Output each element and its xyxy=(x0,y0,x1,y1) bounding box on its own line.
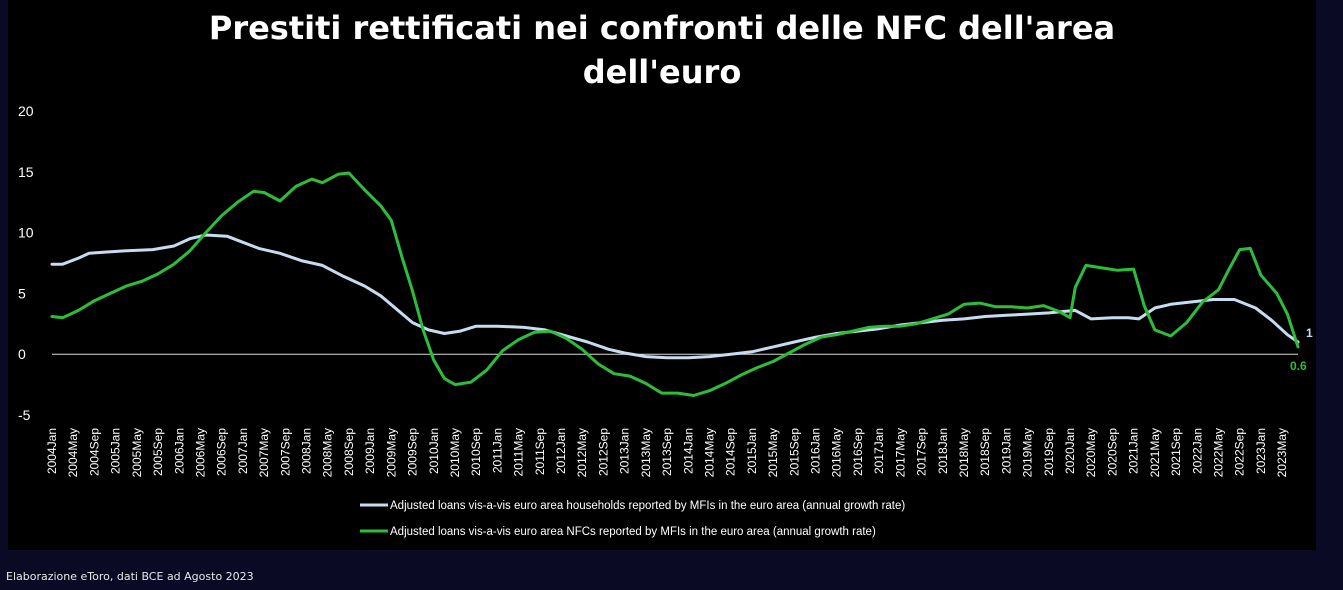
x-tick-label: 2009Sep xyxy=(406,428,420,476)
x-tick-label: 2009Jan xyxy=(363,428,377,474)
x-tick-label: 2007Sep xyxy=(278,428,292,476)
y-tick-label: 10 xyxy=(18,225,34,241)
x-tick-label: 2015Sep xyxy=(787,428,801,476)
nfc-series-line xyxy=(50,171,1300,397)
x-tick-label: 2010Sep xyxy=(469,428,483,476)
x-tick-label: 2005Sep xyxy=(151,428,165,476)
x-tick-label: 2023Jan xyxy=(1254,428,1268,474)
x-tick-label: 2014Sep xyxy=(724,428,738,476)
x-tick-label: 2006Jan xyxy=(172,428,186,474)
chart-title-line-1: Prestiti rettificati nei confronti delle… xyxy=(208,9,1116,47)
x-tick-label: 2019May xyxy=(1021,428,1035,477)
x-tick-label: 2008May xyxy=(321,428,335,477)
legend-label-nfc: Adjusted loans vis-a-vis euro area NFCs … xyxy=(390,526,876,538)
x-tick-label: 2022Jan xyxy=(1190,428,1204,474)
x-tick-label: 2015Jan xyxy=(745,428,759,474)
chart-title: Prestiti rettificati nei confronti delle… xyxy=(8,6,1316,94)
x-tick-label: 2004Jan xyxy=(45,428,59,474)
y-tick-label: 20 xyxy=(18,103,34,119)
x-tick-label: 2020Sep xyxy=(1105,428,1119,476)
x-tick-label: 2014May xyxy=(702,428,716,477)
x-tick-label: 2006May xyxy=(193,428,207,477)
x-tick-label: 2012Jan xyxy=(554,428,568,474)
x-tick-label: 2018Jan xyxy=(936,428,950,474)
x-tick-label: 2019Sep xyxy=(1042,428,1056,476)
x-tick-label: 2013Sep xyxy=(660,428,674,476)
x-tick-label: 2004May xyxy=(66,428,80,477)
x-tick-label: 2014Jan xyxy=(681,428,695,474)
x-tick-label: 2020Jan xyxy=(1063,428,1077,474)
x-tick-label: 2012May xyxy=(575,428,589,477)
x-tick-label: 2021Sep xyxy=(1169,428,1183,476)
nfc-end-label: 0.6 xyxy=(1290,359,1307,373)
chart-title-line-2: dell'euro xyxy=(582,53,742,91)
x-tick-label: 2019Jan xyxy=(999,428,1013,474)
households-series-line xyxy=(50,233,1300,360)
x-tick-label: 2005May xyxy=(130,428,144,477)
x-tick-label: 2004Sep xyxy=(87,428,101,476)
x-tick-label: 2007May xyxy=(257,428,271,477)
x-tick-label: 2021Jan xyxy=(1127,428,1141,474)
x-tick-label: 2017Sep xyxy=(915,428,929,476)
x-tick-label: 2011Jan xyxy=(490,428,504,473)
x-tick-label: 2009May xyxy=(384,428,398,477)
x-tick-label: 2018May xyxy=(957,428,971,477)
x-tick-label: 2017May xyxy=(893,428,907,477)
x-tick-label: 2013Jan xyxy=(618,428,632,474)
chart-panel xyxy=(8,0,1316,550)
households-end-label: 1 xyxy=(1306,326,1313,340)
x-tick-label: 2016May xyxy=(830,428,844,477)
x-tick-label: 2022May xyxy=(1211,428,1225,477)
x-tick-label: 2016Sep xyxy=(851,428,865,476)
x-tick-label: 2008Jan xyxy=(300,428,314,474)
x-tick-label: 2005Jan xyxy=(109,428,123,474)
x-tick-label: 2015May xyxy=(766,428,780,477)
y-tick-label: 15 xyxy=(18,164,34,180)
x-tick-label: 2006Sep xyxy=(215,428,229,476)
y-tick-label: -5 xyxy=(18,407,31,423)
x-tick-label: 2020May xyxy=(1084,428,1098,477)
x-tick-label: 2010May xyxy=(448,428,462,477)
x-tick-label: 2013May xyxy=(639,428,653,477)
source-note: Elaborazione eToro, dati BCE ad Agosto 2… xyxy=(6,570,254,583)
x-tick-label: 2023May xyxy=(1275,428,1289,477)
x-tick-label: 2017Jan xyxy=(872,428,886,474)
x-tick-label: 2011May xyxy=(512,428,526,476)
y-tick-label: 0 xyxy=(18,346,26,362)
x-tick-label: 2016Jan xyxy=(809,428,823,474)
x-tick-label: 2010Jan xyxy=(427,428,441,474)
x-tick-label: 2022Sep xyxy=(1233,428,1247,476)
x-tick-label: 2008Sep xyxy=(342,428,356,476)
legend-label-households: Adjusted loans vis-a-vis euro area house… xyxy=(390,500,905,512)
x-tick-label: 2018Sep xyxy=(978,428,992,476)
y-tick-label: 5 xyxy=(18,285,26,301)
x-tick-label: 2011Sep xyxy=(533,428,547,475)
x-tick-label: 2007Jan xyxy=(236,428,250,474)
x-tick-label: 2021May xyxy=(1148,428,1162,477)
x-tick-label: 2012Sep xyxy=(596,428,610,476)
